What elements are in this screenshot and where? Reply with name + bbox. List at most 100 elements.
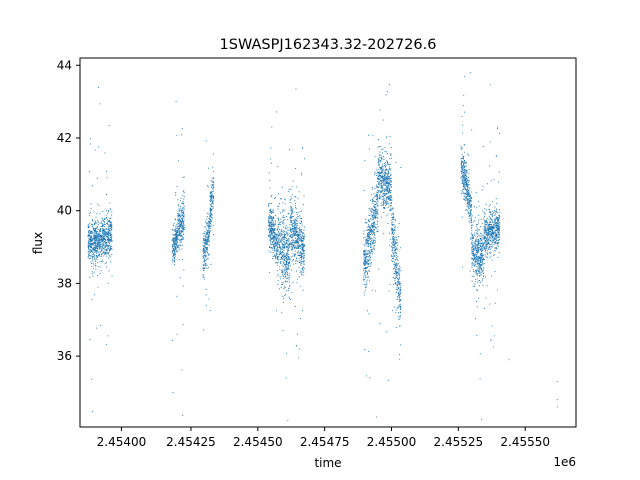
data-point bbox=[297, 228, 299, 230]
data-point bbox=[289, 228, 291, 230]
data-point bbox=[387, 175, 389, 177]
data-point bbox=[293, 227, 295, 229]
data-point bbox=[474, 234, 476, 236]
data-point bbox=[467, 153, 469, 155]
data-point bbox=[268, 232, 271, 234]
data-point bbox=[207, 234, 209, 236]
data-point bbox=[488, 208, 490, 210]
data-point bbox=[463, 187, 465, 189]
data-point bbox=[284, 254, 286, 256]
data-point bbox=[209, 232, 211, 234]
data-point bbox=[482, 258, 484, 260]
data-point bbox=[391, 197, 393, 199]
data-point bbox=[466, 188, 468, 191]
data-point bbox=[389, 209, 391, 211]
data-point bbox=[287, 240, 289, 242]
data-point bbox=[287, 273, 289, 275]
data-point bbox=[469, 212, 471, 215]
data-point bbox=[471, 200, 473, 202]
data-point bbox=[377, 162, 379, 164]
data-point bbox=[466, 203, 468, 205]
data-point bbox=[279, 247, 281, 249]
data-point bbox=[468, 200, 470, 202]
data-point bbox=[106, 236, 108, 238]
data-point bbox=[386, 91, 388, 93]
data-point bbox=[365, 267, 367, 269]
data-point bbox=[275, 221, 277, 223]
data-point bbox=[91, 225, 93, 228]
data-point bbox=[174, 236, 176, 238]
data-point bbox=[277, 229, 279, 231]
data-point bbox=[285, 262, 288, 264]
data-point bbox=[302, 289, 304, 291]
data-point bbox=[99, 239, 101, 241]
data-point bbox=[282, 216, 284, 219]
data-point bbox=[463, 168, 465, 170]
data-point bbox=[480, 274, 482, 276]
data-point bbox=[398, 288, 400, 290]
data-point bbox=[203, 269, 205, 271]
data-point bbox=[204, 260, 206, 262]
data-point bbox=[111, 240, 113, 242]
data-point bbox=[476, 247, 478, 250]
data-point bbox=[88, 238, 90, 240]
data-point bbox=[302, 271, 304, 273]
data-point bbox=[379, 109, 381, 111]
data-point bbox=[370, 240, 373, 242]
data-point bbox=[482, 245, 484, 247]
data-point bbox=[476, 244, 478, 246]
data-point bbox=[374, 245, 376, 247]
data-point bbox=[182, 207, 184, 209]
data-point bbox=[279, 250, 281, 252]
data-point bbox=[460, 167, 462, 169]
data-point bbox=[477, 246, 479, 248]
data-point bbox=[376, 193, 378, 195]
data-point bbox=[392, 244, 394, 247]
data-point bbox=[94, 220, 96, 223]
data-point bbox=[271, 222, 273, 224]
data-point bbox=[480, 218, 482, 220]
data-point bbox=[295, 207, 297, 209]
data-point bbox=[181, 258, 184, 261]
data-point bbox=[180, 222, 182, 225]
data-point bbox=[471, 236, 473, 238]
data-point bbox=[282, 220, 284, 222]
data-point bbox=[368, 279, 371, 281]
data-point bbox=[300, 271, 303, 273]
data-point bbox=[295, 227, 297, 229]
data-point bbox=[175, 237, 177, 239]
data-point bbox=[203, 253, 205, 255]
data-point bbox=[468, 192, 470, 194]
data-point bbox=[469, 202, 471, 204]
data-point bbox=[371, 187, 373, 189]
data-point bbox=[274, 255, 276, 257]
data-point bbox=[364, 250, 366, 253]
data-point bbox=[202, 241, 204, 243]
data-point bbox=[373, 224, 375, 226]
data-point bbox=[479, 378, 481, 380]
data-point bbox=[366, 262, 368, 264]
data-point bbox=[302, 147, 304, 149]
data-point bbox=[285, 268, 287, 270]
data-point bbox=[268, 204, 270, 206]
data-point bbox=[183, 219, 185, 221]
data-point bbox=[382, 196, 384, 198]
data-point bbox=[277, 249, 279, 251]
data-point bbox=[96, 252, 98, 254]
data-point bbox=[292, 234, 295, 236]
data-point bbox=[475, 249, 477, 251]
data-point bbox=[107, 252, 109, 254]
data-point bbox=[471, 244, 473, 246]
data-point bbox=[482, 273, 485, 275]
data-point bbox=[174, 239, 177, 241]
data-point bbox=[370, 243, 372, 245]
data-point bbox=[176, 237, 178, 240]
data-point bbox=[207, 239, 209, 241]
data-point bbox=[468, 202, 470, 204]
data-point bbox=[392, 258, 395, 260]
data-point bbox=[487, 222, 489, 224]
data-point bbox=[379, 154, 381, 156]
data-point bbox=[295, 259, 297, 261]
data-point bbox=[363, 258, 365, 260]
data-point bbox=[274, 196, 276, 198]
